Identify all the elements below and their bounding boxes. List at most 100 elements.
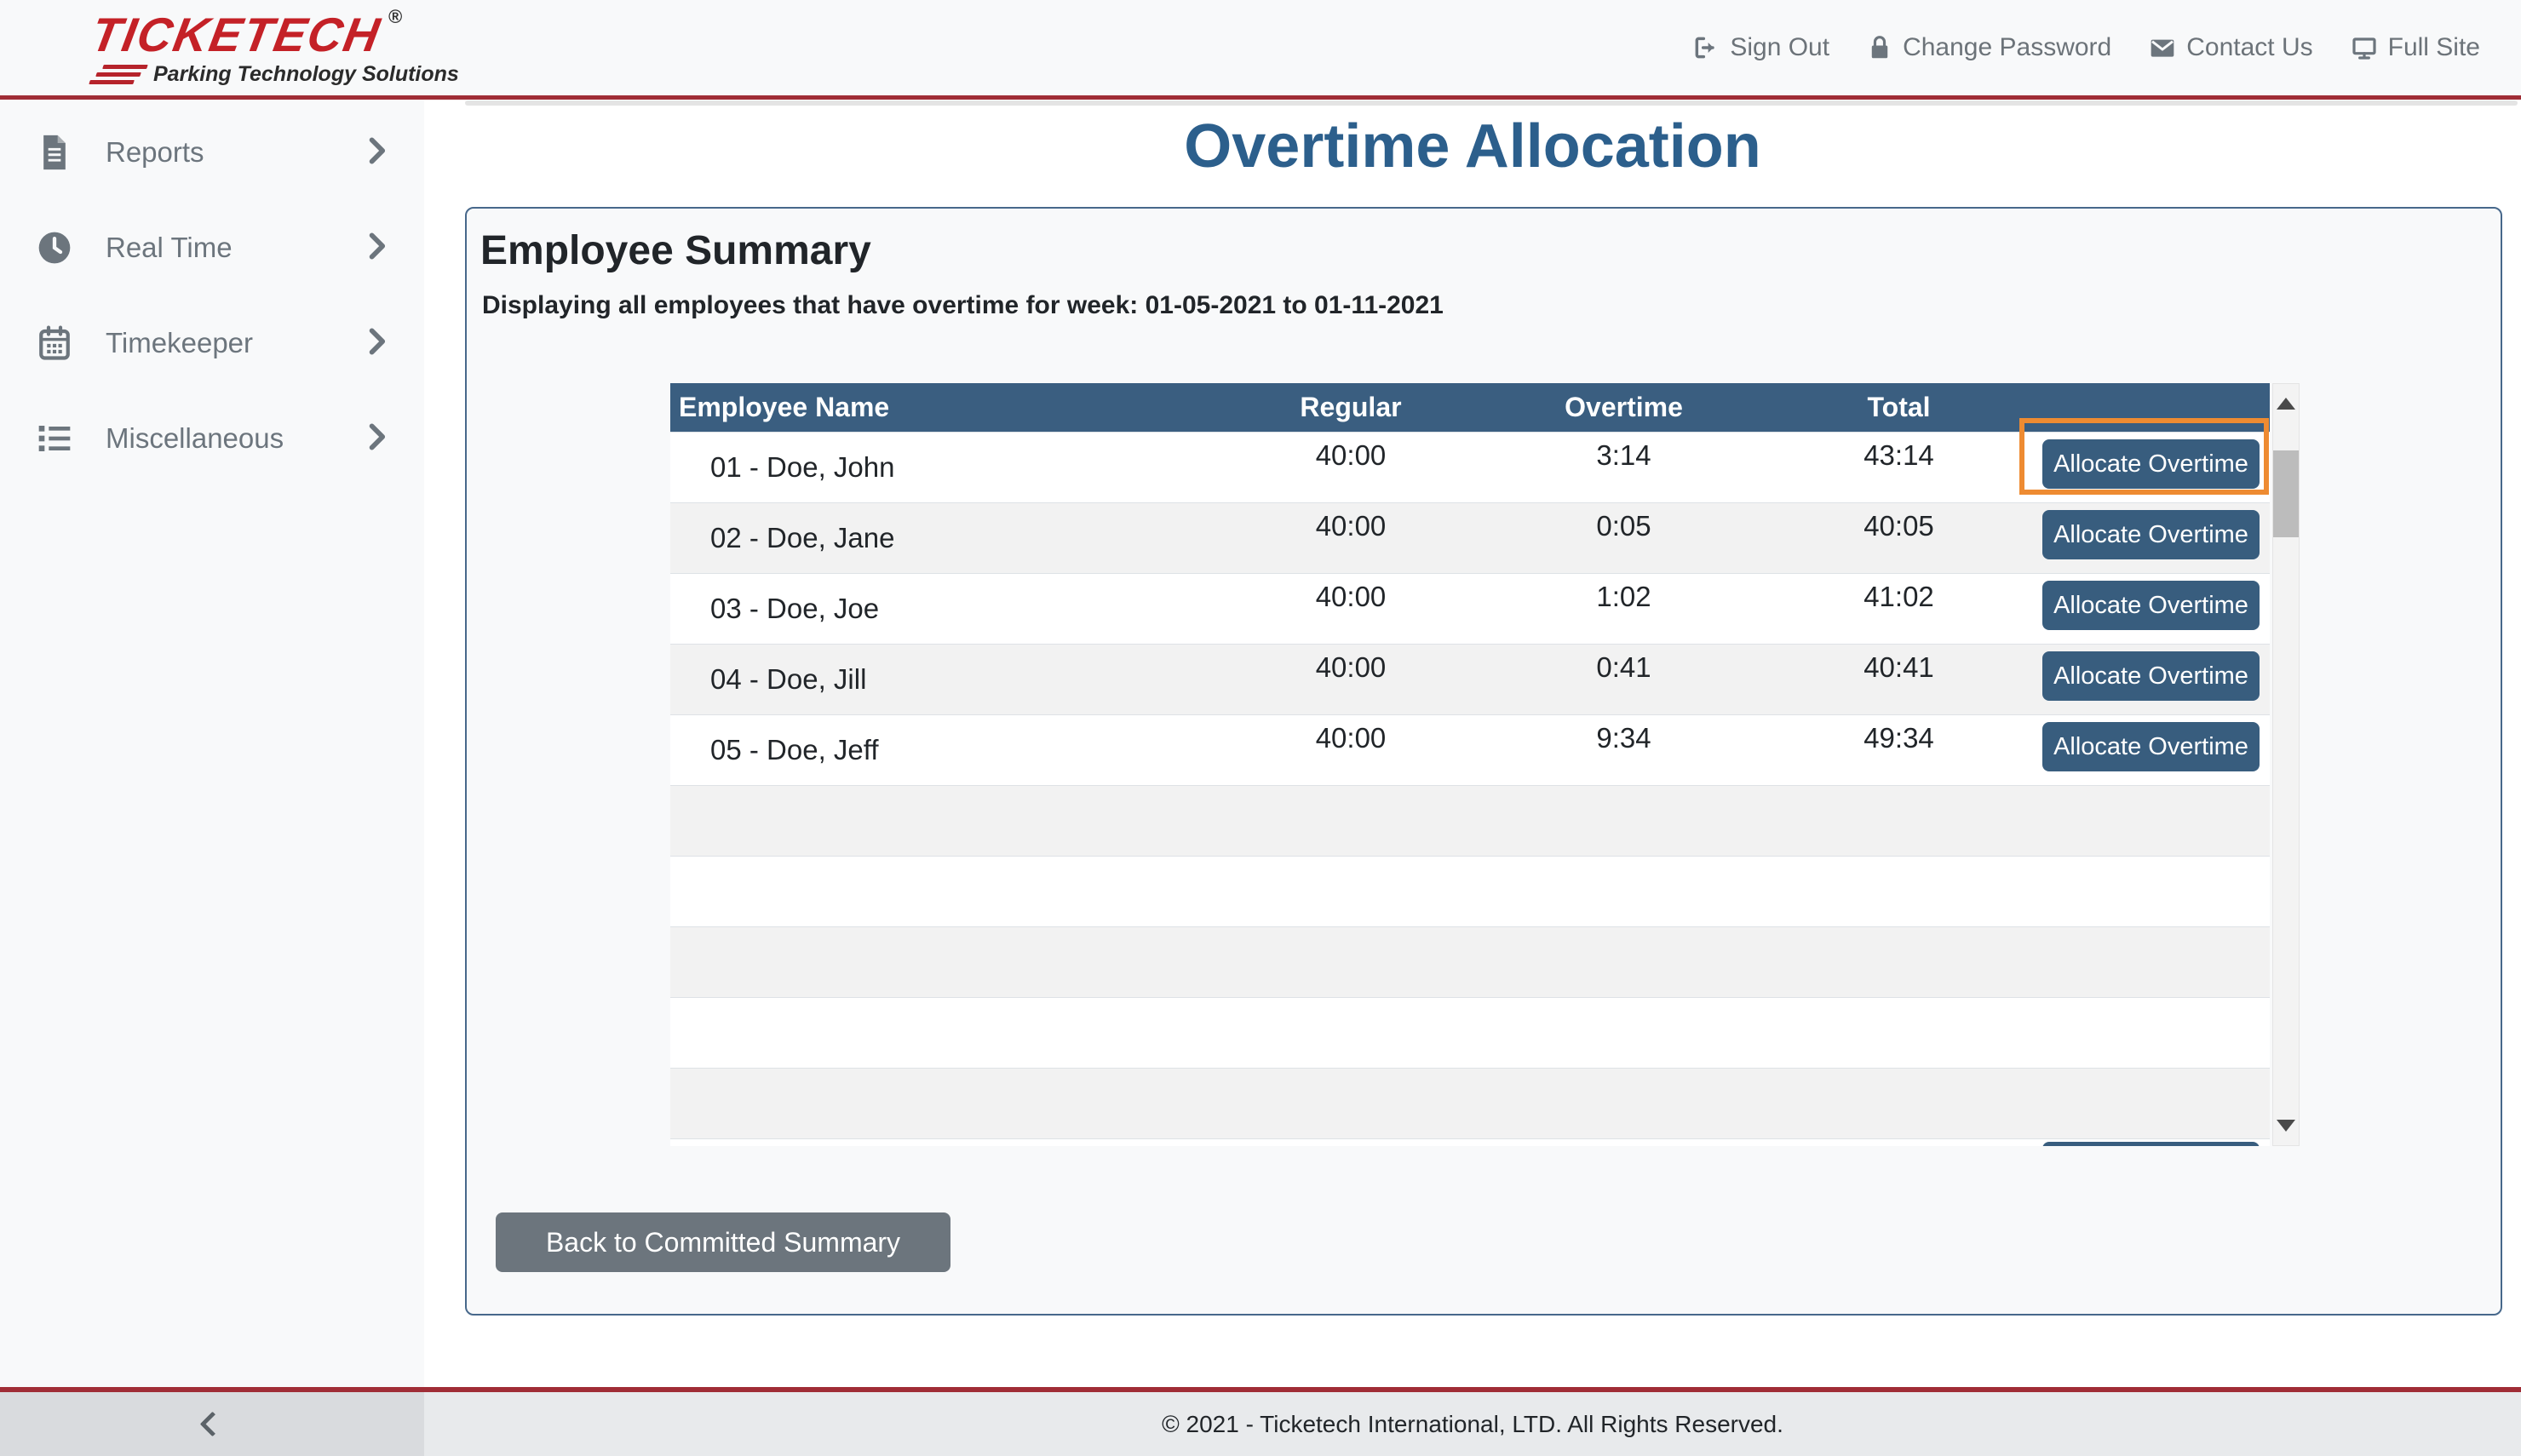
- allocate-overtime-button[interactable]: Allocate Overtime: [2042, 510, 2260, 559]
- chevron-left-icon: [199, 1411, 225, 1437]
- nav-contact-us-label: Contact Us: [2186, 33, 2313, 61]
- regular-hours-cell: 40:00: [1315, 510, 1387, 542]
- total-hours-cell: 41:02: [1863, 581, 1934, 612]
- overtime-hours-cell: [1486, 1139, 1761, 1146]
- table-row: 02 - Doe, Jane 40:00 0:05 40:05 Allocate…: [670, 502, 2270, 573]
- allocate-overtime-button[interactable]: Allocate Overtime: [2042, 581, 2260, 630]
- content-top-strip: [465, 100, 2518, 106]
- overtime-hours-cell: 3:14: [1596, 439, 1651, 471]
- footer-divider: [0, 1387, 2521, 1392]
- empty-table-row: [670, 926, 2270, 997]
- envelope-icon: [2149, 34, 2176, 61]
- allocate-overtime-button[interactable]: Allocate Overtime: [2042, 651, 2260, 701]
- registered-mark: ®: [388, 5, 405, 27]
- action-cell: Allocate Overtime: [2036, 1139, 2270, 1146]
- overtime-hours-cell: 0:41: [1596, 651, 1651, 683]
- sign-out-icon: [1692, 34, 1720, 61]
- table-row: 03 - Doe, Joe 40:00 1:02 41:02 Allocate …: [670, 573, 2270, 644]
- col-header-employee-name: Employee Name: [679, 392, 890, 422]
- employee-name-cell: 02 - Doe, Jane: [710, 522, 895, 553]
- top-nav: Sign Out Change Password Contact Us Full…: [1692, 33, 2480, 62]
- action-cell: Allocate Overtime: [2036, 574, 2270, 644]
- clock-icon: [37, 230, 72, 266]
- nav-contact-us[interactable]: Contact Us: [2149, 33, 2313, 62]
- footer: © 2021 - Ticketech International, LTD. A…: [0, 1392, 2521, 1456]
- copyright-text: © 2021 - Ticketech International, LTD. A…: [424, 1392, 2521, 1456]
- document-icon: [37, 134, 72, 171]
- top-bar: TICKETECH ® Parking Technology Solutions…: [0, 0, 2521, 95]
- col-header-overtime: Overtime: [1565, 392, 1683, 422]
- table-scroll-area: Employee Name Regular Overtime Total 01 …: [670, 383, 2300, 1146]
- calendar-icon: [37, 325, 72, 361]
- regular-hours-cell: [1215, 1139, 1486, 1146]
- brand-name-text: TICKETECH: [87, 7, 386, 61]
- regular-hours-cell: 40:00: [1315, 581, 1387, 612]
- sidebar-item-real-time[interactable]: Real Time: [0, 205, 424, 290]
- overtime-hours-cell: 1:02: [1596, 581, 1651, 612]
- table-header-row: Employee Name Regular Overtime Total: [670, 383, 2270, 432]
- chevron-right-icon: [366, 326, 387, 361]
- col-header-total: Total: [1867, 392, 1931, 422]
- sidebar-item-miscellaneous[interactable]: Miscellaneous: [0, 396, 424, 481]
- allocate-overtime-button[interactable]: Allocate Overtime: [2042, 439, 2260, 489]
- employee-name-cell: 03 - Doe, Joe: [710, 593, 880, 624]
- page-title: Overtime Allocation: [1184, 112, 1761, 181]
- sidebar: Reports Real Time Timekeeper: [0, 100, 424, 1387]
- employee-name-cell: [670, 1139, 1215, 1146]
- table-row: 05 - Doe, Jeff 40:00 9:34 49:34 Allocate…: [670, 714, 2270, 785]
- regular-hours-cell: 40:00: [1315, 439, 1387, 471]
- action-cell: Allocate Overtime: [2036, 503, 2270, 573]
- panel-subtitle: Displaying all employees that have overt…: [482, 291, 1444, 319]
- sidebar-item-reports-label: Reports: [106, 136, 204, 168]
- lock-icon: [1867, 34, 1892, 61]
- employee-summary-panel: Employee Summary Displaying all employee…: [465, 207, 2502, 1316]
- chevron-right-icon: [366, 135, 387, 170]
- empty-table-row: [670, 997, 2270, 1068]
- action-cell: Allocate Overtime: [2036, 645, 2270, 714]
- nav-full-site[interactable]: Full Site: [2351, 33, 2480, 62]
- nav-sign-out[interactable]: Sign Out: [1692, 33, 1829, 62]
- sidebar-item-reports[interactable]: Reports: [0, 110, 424, 195]
- sidebar-item-real-time-label: Real Time: [106, 232, 233, 263]
- total-hours-cell: [1761, 1139, 2036, 1146]
- allocate-overtime-button[interactable]: Allocate Overtime: [2042, 1142, 2260, 1146]
- scrollbar-thumb[interactable]: [2273, 450, 2299, 537]
- col-header-actions: [2036, 383, 2270, 432]
- logo-bars-icon: [89, 64, 148, 84]
- table-row: 01 - Doe, John 40:00 3:14 43:14 Allocate…: [670, 418, 2270, 502]
- employee-name-cell: 01 - Doe, John: [710, 451, 895, 483]
- allocate-overtime-button[interactable]: Allocate Overtime: [2042, 722, 2260, 771]
- nav-change-password[interactable]: Change Password: [1867, 33, 2111, 62]
- sidebar-item-timekeeper[interactable]: Timekeeper: [0, 301, 424, 386]
- list-icon: [37, 422, 72, 455]
- table-row: 04 - Doe, Jill 40:00 0:41 40:41 Allocate…: [670, 644, 2270, 714]
- brand-logo: TICKETECH ® Parking Technology Solutions: [88, 6, 459, 86]
- scroll-up-arrow-icon[interactable]: [2273, 389, 2299, 418]
- nav-full-site-label: Full Site: [2387, 33, 2480, 61]
- table-body: 01 - Doe, John 40:00 3:14 43:14 Allocate…: [670, 418, 2270, 1146]
- header-divider: [0, 95, 2521, 100]
- regular-hours-cell: 40:00: [1315, 651, 1387, 683]
- table-row: Allocate Overtime: [670, 1138, 2270, 1146]
- scroll-down-arrow-icon[interactable]: [2273, 1111, 2299, 1140]
- employee-name-cell: 04 - Doe, Jill: [710, 663, 867, 695]
- overtime-hours-cell: 0:05: [1596, 510, 1651, 542]
- vertical-scrollbar[interactable]: [2272, 383, 2300, 1146]
- panel-heading: Employee Summary: [480, 228, 871, 273]
- regular-hours-cell: 40:00: [1315, 722, 1387, 754]
- main-content: Overtime Allocation Employee Summary Dis…: [424, 100, 2521, 1387]
- empty-table-row: [670, 1068, 2270, 1138]
- chevron-right-icon: [366, 421, 387, 456]
- sidebar-collapse-control[interactable]: [0, 1392, 424, 1456]
- back-to-committed-summary-button[interactable]: Back to Committed Summary: [496, 1212, 950, 1272]
- col-header-regular: Regular: [1300, 392, 1402, 422]
- total-hours-cell: 49:34: [1863, 722, 1934, 754]
- empty-table-row: [670, 856, 2270, 926]
- action-cell: Allocate Overtime: [2036, 715, 2270, 785]
- monitor-icon: [2351, 34, 2378, 61]
- brand-tagline: Parking Technology Solutions: [153, 61, 459, 86]
- total-hours-cell: 40:41: [1863, 651, 1934, 683]
- brand-wordmark: TICKETECH ®: [87, 5, 463, 61]
- employee-table: Employee Name Regular Overtime Total 01 …: [670, 383, 2270, 1146]
